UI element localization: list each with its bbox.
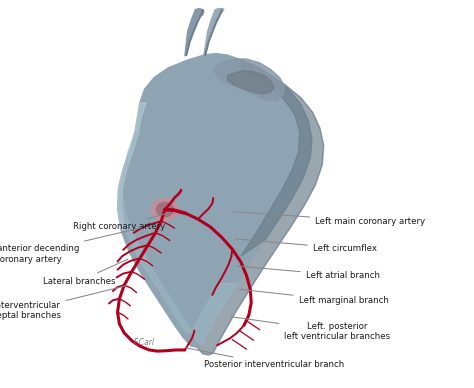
- Text: Left main coronary artery: Left main coronary artery: [233, 211, 425, 226]
- Text: F.Carl: F.Carl: [134, 338, 155, 347]
- Text: Left marginal branch: Left marginal branch: [240, 289, 389, 305]
- Polygon shape: [118, 54, 312, 347]
- Polygon shape: [204, 9, 224, 56]
- Text: Left anterior decending
coronary artery: Left anterior decending coronary artery: [0, 228, 142, 264]
- Circle shape: [156, 203, 173, 217]
- Polygon shape: [214, 59, 284, 101]
- Circle shape: [152, 199, 178, 220]
- Polygon shape: [118, 103, 146, 230]
- Polygon shape: [241, 60, 312, 256]
- Text: Left atrial branch: Left atrial branch: [237, 266, 380, 280]
- Polygon shape: [185, 9, 204, 56]
- Text: Left circumflex: Left circumflex: [235, 239, 377, 253]
- Text: Left. posterior
left ventricular branches: Left. posterior left ventricular branche…: [230, 317, 391, 341]
- Text: Posterior interventricular branch: Posterior interventricular branch: [185, 348, 344, 369]
- Text: Lateral branches: Lateral branches: [43, 259, 128, 286]
- Polygon shape: [228, 71, 274, 94]
- Polygon shape: [121, 132, 237, 345]
- Polygon shape: [129, 61, 324, 355]
- Text: Right coronary artery: Right coronary artery: [73, 212, 170, 232]
- Text: Interventricular
septal branches: Interventricular septal branches: [0, 286, 125, 320]
